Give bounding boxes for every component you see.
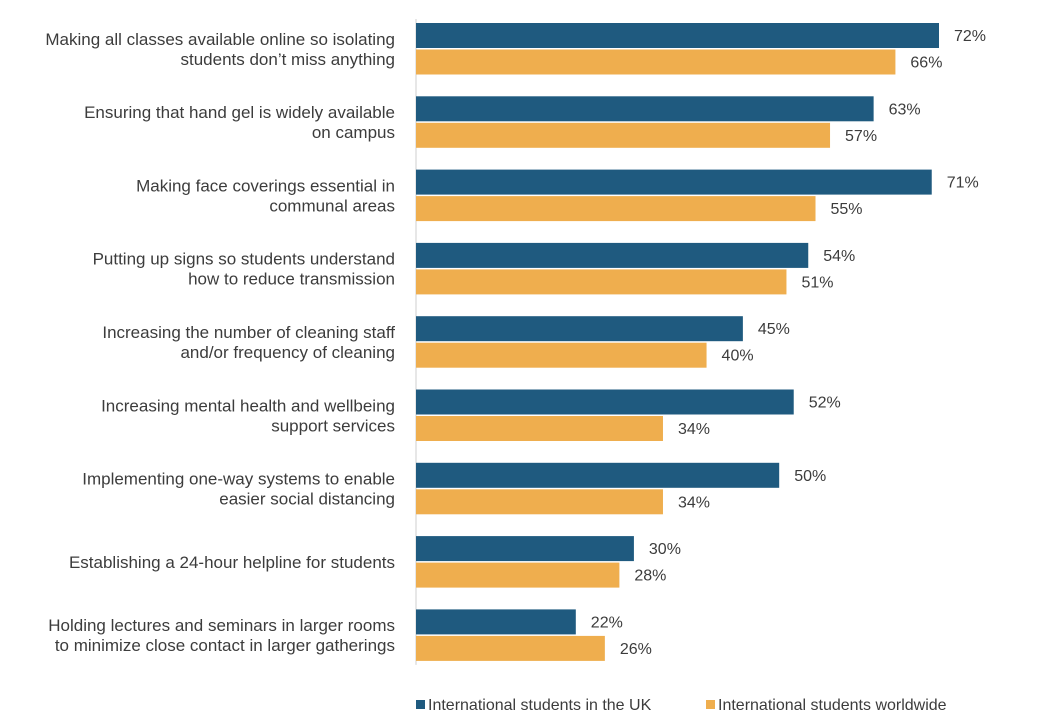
legend-swatch-worldwide bbox=[706, 700, 715, 709]
bar-uk bbox=[416, 389, 794, 415]
category-label: Establishing a 24-hour helpline for stud… bbox=[69, 553, 395, 572]
bar-worldwide bbox=[416, 49, 896, 75]
bar-value-label: 34% bbox=[678, 421, 710, 438]
bar-worldwide bbox=[416, 635, 605, 661]
category-label: Ensuring that hand gel is widely availab… bbox=[84, 103, 395, 142]
bar-value-label: 40% bbox=[722, 348, 754, 365]
bar-value-label: 26% bbox=[620, 641, 652, 658]
bar-value-label: 66% bbox=[910, 55, 942, 72]
legend-label-worldwide: International students worldwide bbox=[718, 697, 947, 714]
bar-worldwide bbox=[416, 416, 663, 441]
bar-value-label: 51% bbox=[801, 274, 833, 291]
bar-value-label: 57% bbox=[845, 128, 877, 145]
bar-worldwide bbox=[416, 122, 831, 148]
category-labels: Making all classes available online so i… bbox=[45, 30, 395, 655]
category-label: Putting up signs so students understand h… bbox=[93, 250, 395, 289]
category-label: Increasing mental health and wellbeing su… bbox=[101, 396, 395, 435]
bar-worldwide bbox=[416, 562, 620, 588]
bar-value-label: 71% bbox=[947, 175, 979, 192]
bar-value-label: 54% bbox=[823, 248, 855, 265]
bar-uk bbox=[416, 169, 932, 195]
bar-worldwide bbox=[416, 196, 816, 222]
legend: International students in the UK Internat… bbox=[416, 697, 947, 714]
legend-swatch-uk bbox=[416, 700, 425, 709]
bar-worldwide bbox=[416, 269, 787, 295]
bar-value-label: 52% bbox=[809, 395, 841, 412]
category-label: Implementing one-way systems to enable ea… bbox=[82, 470, 395, 509]
bar-uk bbox=[416, 242, 809, 268]
category-label: Making face coverings essential in commun… bbox=[136, 176, 395, 215]
bar-value-label: 63% bbox=[889, 101, 921, 118]
category-label: Increasing the number of cleaning staff a… bbox=[102, 323, 395, 362]
bar-value-label: 55% bbox=[831, 201, 863, 218]
bar-uk bbox=[416, 316, 743, 342]
bar-uk bbox=[416, 462, 780, 488]
bar-worldwide bbox=[416, 489, 663, 515]
category-label: Making all classes available online so i… bbox=[45, 30, 395, 69]
bar-value-label: 28% bbox=[634, 568, 666, 585]
bar-uk bbox=[416, 96, 874, 122]
legend-label-uk: International students in the UK bbox=[428, 697, 652, 714]
bar-value-label: 50% bbox=[794, 468, 826, 485]
category-label: Holding lectures and seminars in larger … bbox=[48, 616, 395, 655]
bar-uk bbox=[416, 23, 939, 48]
bars-layer bbox=[416, 23, 939, 661]
bar-uk bbox=[416, 536, 634, 562]
bar-worldwide bbox=[416, 342, 707, 368]
bar-value-label: 72% bbox=[954, 28, 986, 45]
value-labels: 72% 66% 63% 57% 71% 55% 54% 51% 45%40% 52% 34% 50% 3… bbox=[591, 28, 986, 658]
bar-value-label: 22% bbox=[591, 614, 623, 631]
bar-uk bbox=[416, 609, 576, 635]
bar-value-label: 30% bbox=[649, 541, 681, 558]
bar-value-label: 45% bbox=[758, 321, 790, 338]
bar-value-label: 34% bbox=[678, 494, 710, 511]
